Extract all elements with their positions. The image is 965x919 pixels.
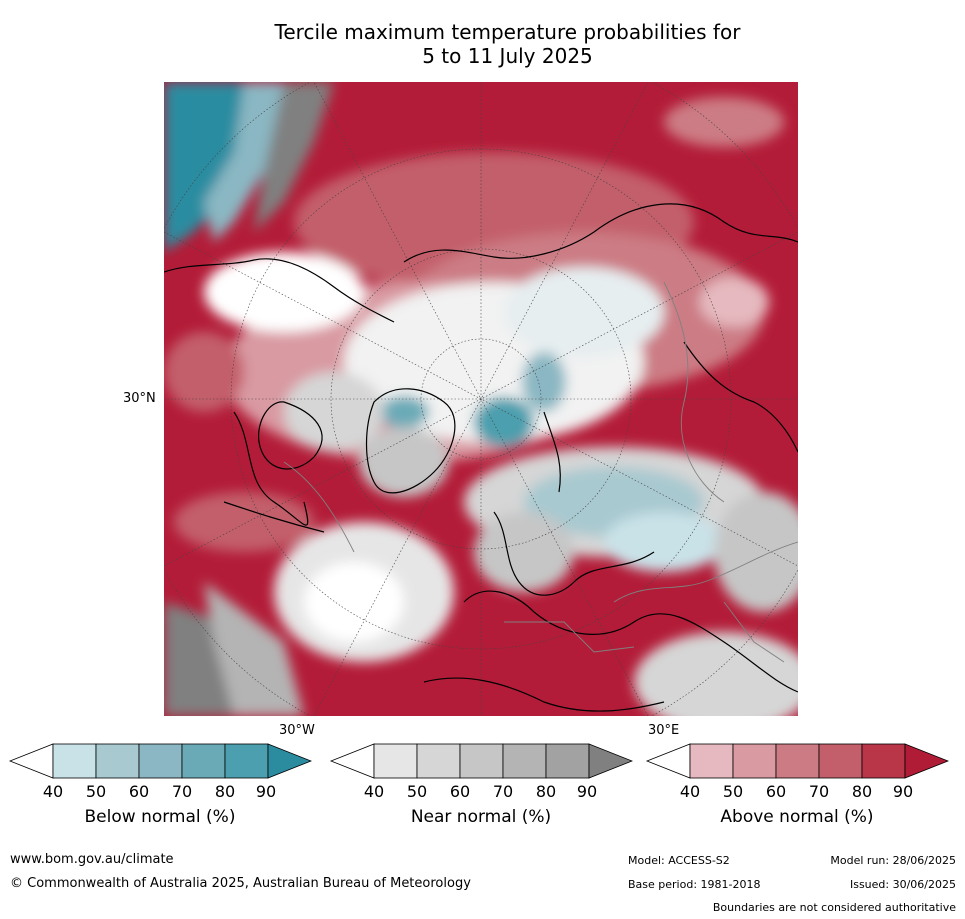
- colorbar-bin: [416, 743, 461, 779]
- tick-label: 50: [406, 782, 428, 801]
- colorbar-extension-low: [329, 743, 375, 779]
- tick-label: 70: [492, 782, 514, 801]
- colorbar-extension-high: [904, 743, 949, 779]
- colorbar-bin: [138, 743, 183, 779]
- colorbar-bin: [224, 743, 269, 779]
- colorbar-bin: [545, 743, 590, 779]
- colorbar-extension-high: [588, 743, 633, 779]
- colorbar-bin: [459, 743, 504, 779]
- colorbar-extension-low: [8, 743, 54, 779]
- political-boundaries: [283, 281, 798, 663]
- map-title: Tercile maximum temperature probabilitie…: [0, 20, 965, 68]
- near-normal-colorbar: [329, 743, 633, 779]
- tick-label: 90: [255, 782, 277, 801]
- below-normal-title: Below normal (%): [84, 807, 236, 827]
- tick-label: 60: [449, 782, 471, 801]
- colorbar-bin: [732, 743, 777, 779]
- colorbar-bin: [502, 743, 547, 779]
- tick-label: 70: [808, 782, 830, 801]
- title-line-1: Tercile maximum temperature probabilitie…: [274, 20, 741, 44]
- copyright-text: © Commonwealth of Australia 2025, Austra…: [10, 876, 471, 891]
- coastlines: [164, 203, 798, 712]
- base-period-text: Base period: 1981-2018: [628, 878, 761, 891]
- above-normal-colorbar: [645, 743, 949, 779]
- website-link[interactable]: www.bom.gov.au/climate: [10, 852, 174, 867]
- tick-label: 40: [363, 782, 385, 801]
- near-normal-title: Near normal (%): [410, 807, 552, 827]
- tick-label: 40: [42, 782, 64, 801]
- model-run-text: Model run: 28/06/2025: [830, 854, 956, 867]
- tick-label: 50: [85, 782, 107, 801]
- colorbar-bin: [689, 743, 734, 779]
- lat-label-30n: 30°N: [123, 391, 156, 406]
- map-canvas: [164, 82, 798, 716]
- boundaries-disclaimer: Boundaries are not considered authoritat…: [712, 901, 956, 914]
- tick-label: 80: [851, 782, 873, 801]
- tick-label: 50: [722, 782, 744, 801]
- probability-fields: [164, 82, 798, 716]
- forecast-map[interactable]: [164, 82, 798, 716]
- above-normal-title: Above normal (%): [720, 807, 874, 827]
- tick-label: 70: [171, 782, 193, 801]
- graticule: [164, 82, 798, 716]
- model-text: Model: ACCESS-S2: [628, 854, 730, 867]
- colorbar-bin: [52, 743, 97, 779]
- colorbar-bin: [181, 743, 226, 779]
- colorbar-bin: [861, 743, 906, 779]
- title-line-2: 5 to 11 July 2025: [422, 44, 593, 68]
- colorbar-extension-high: [267, 743, 312, 779]
- lon-label-30e: 30°E: [648, 723, 680, 738]
- tick-label: 90: [576, 782, 598, 801]
- colorbar-extension-low: [645, 743, 691, 779]
- tick-label: 60: [128, 782, 150, 801]
- below-normal-colorbar: [8, 743, 312, 779]
- colorbar-bin: [373, 743, 418, 779]
- issued-text: Issued: 30/06/2025: [849, 878, 956, 891]
- colorbar-bin: [818, 743, 863, 779]
- tick-label: 40: [679, 782, 701, 801]
- colorbar-bin: [95, 743, 140, 779]
- lon-label-30w: 30°W: [279, 723, 315, 738]
- colorbar-bin: [775, 743, 820, 779]
- tick-label: 60: [765, 782, 787, 801]
- tick-label: 80: [214, 782, 236, 801]
- tick-label: 80: [535, 782, 557, 801]
- tick-label: 90: [892, 782, 914, 801]
